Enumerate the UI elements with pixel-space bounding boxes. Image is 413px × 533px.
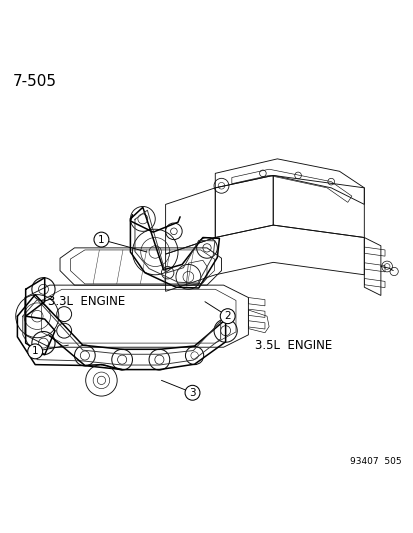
Text: 1: 1 [98,235,104,245]
Circle shape [94,232,109,247]
Text: 3.3L  ENGINE: 3.3L ENGINE [47,295,125,308]
Circle shape [28,344,43,359]
Text: 2: 2 [224,311,230,321]
Text: 3: 3 [189,388,195,398]
Text: 93407  505: 93407 505 [349,457,401,466]
Text: 1: 1 [32,346,38,357]
Text: 7-505: 7-505 [13,74,57,89]
Text: 3.5L  ENGINE: 3.5L ENGINE [254,338,331,352]
Circle shape [220,309,235,324]
Circle shape [185,385,199,400]
